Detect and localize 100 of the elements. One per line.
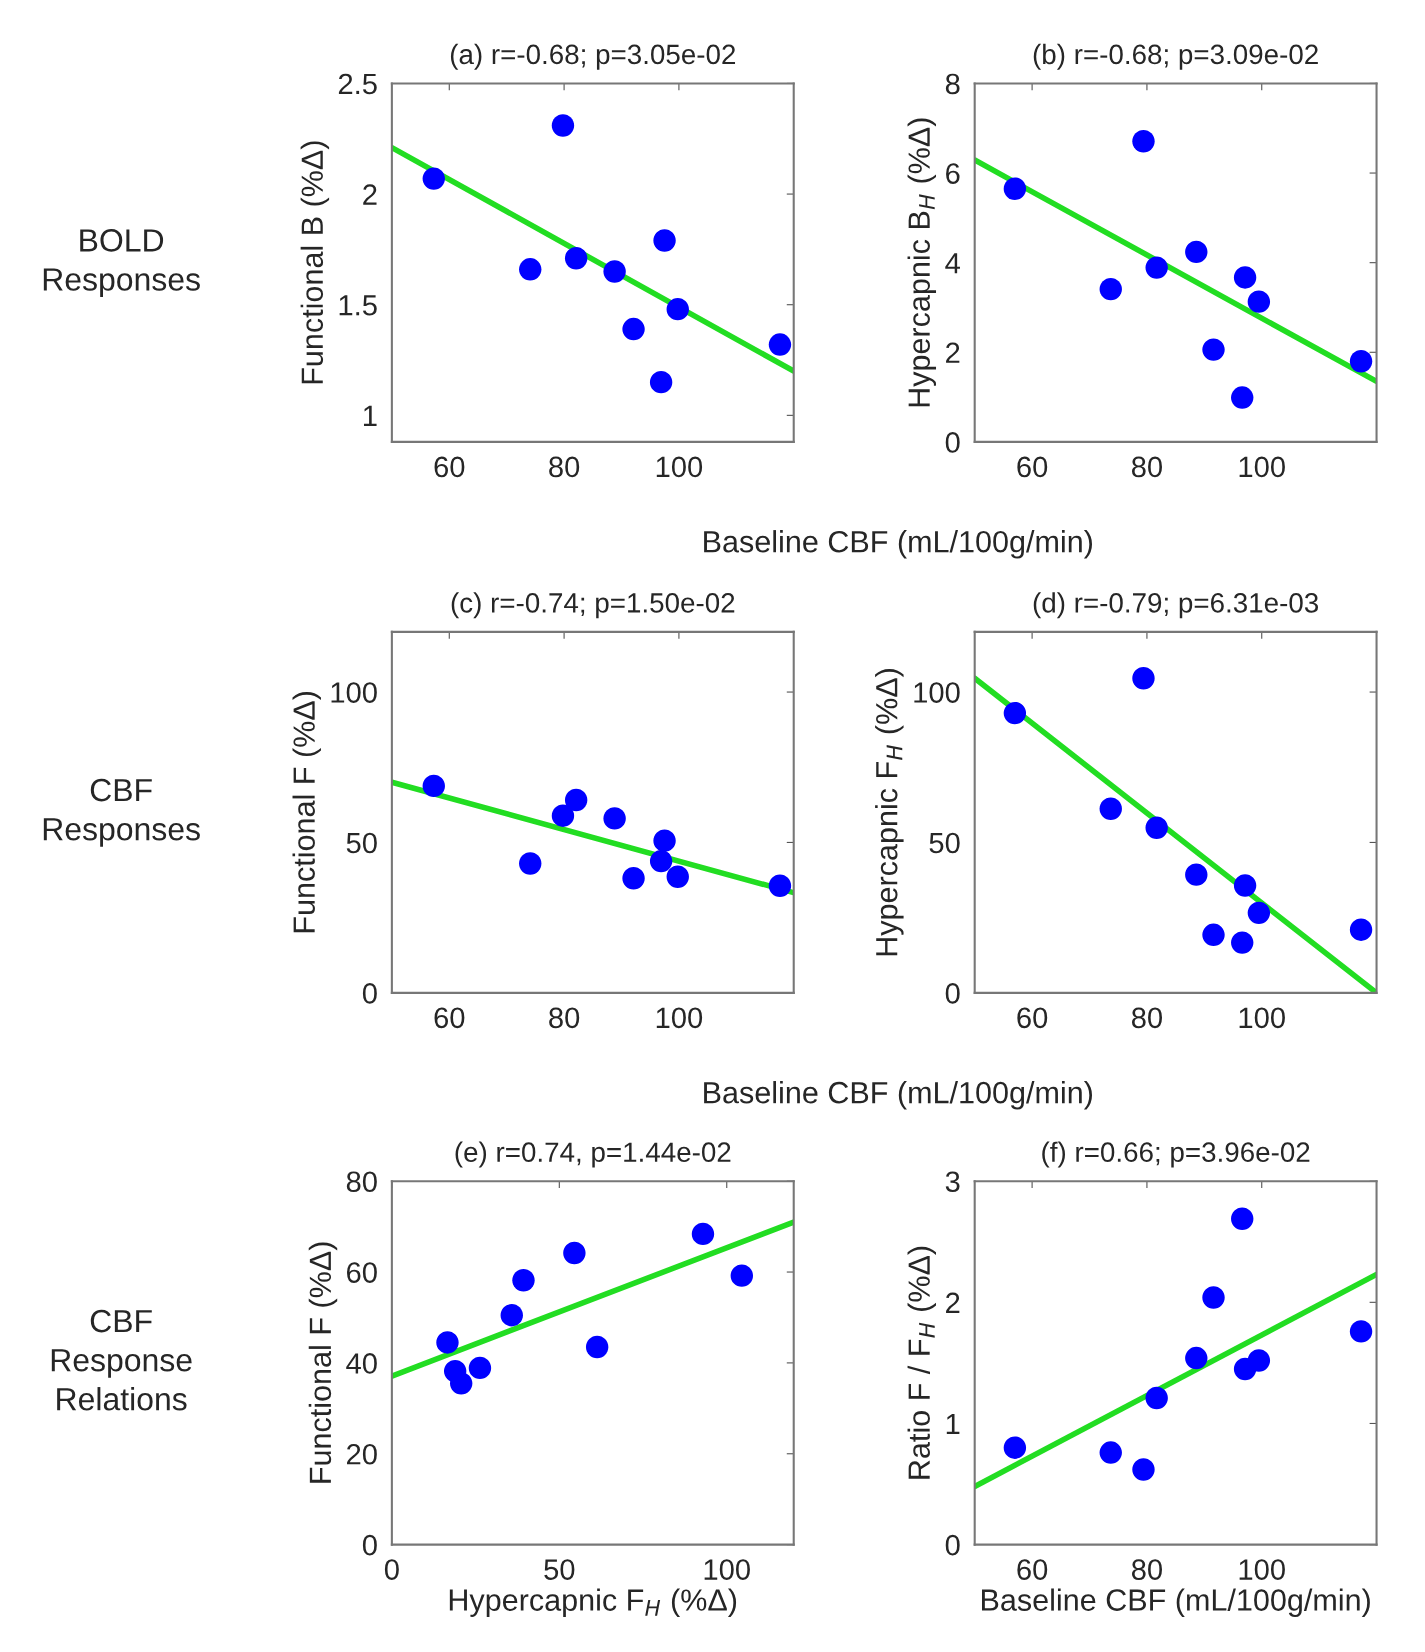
x-tick-label: 60 [1017,456,1048,478]
y-tick-label: 100 [331,682,377,703]
y-tick-label: 2 [946,342,960,363]
point [436,1331,459,1354]
chart-title: (b) r=-0.68; p=3.09e-02 [1033,43,1318,70]
y-tick-label: 1 [946,1413,960,1435]
y-tick-label: 2.5 [338,73,377,95]
text: CBF Responses [43,778,200,847]
x-tick-label: 60 [434,1007,465,1029]
point [1145,256,1168,279]
x-tick-label: 60 [434,456,465,478]
point [564,788,588,812]
y-axis-title: Hypercapnic B$_{H}$ (%Δ) [907,118,937,407]
point [1247,290,1271,313]
x-tick-label: 50 [544,1559,575,1580]
point [1145,1386,1168,1410]
y-tick-label: 0 [362,1534,377,1556]
chart-title: (d) r=-0.79; p=6.31e-03 [1033,592,1319,619]
point [1247,901,1271,925]
y-tick-label: 0 [945,432,960,453]
point [1003,177,1027,200]
point [563,1241,586,1265]
y-tick-label: 2 [946,1292,960,1313]
y-tick-label: 80 [346,1171,377,1193]
point [1185,1346,1208,1370]
point [519,852,542,875]
chart-title: (e) r=0.74, p=1.44e-02 [455,1141,731,1168]
x-axis-title: Baseline CBF (mL/100g/min) [704,1081,1093,1110]
point [1231,1207,1254,1230]
y-tick-label: 60 [347,1262,377,1283]
point [1003,1436,1027,1459]
point [1231,386,1254,409]
point [1003,701,1027,725]
point [666,865,689,888]
x-tick-label: 100 [704,1559,750,1580]
x-axis-title: Hypercapnic F$_{H}$ (%Δ) [449,1588,737,1617]
point [1185,240,1208,264]
point [603,260,626,283]
point [1202,338,1225,361]
y-axis-title: Ratio F / F$_{H}$ (%Δ) [907,1246,937,1479]
text: BOLD Responses [43,229,200,298]
point [1202,1286,1225,1309]
y-tick-label: 0 [945,983,960,1004]
y-axis-title: Hypercapnic F$_{H}$ (%Δ) [875,669,904,956]
chart-title: (a) r=-0.68; p=3.05e-02 [450,43,736,70]
x-tick-label: 80 [1131,456,1162,478]
point [1132,667,1155,690]
point [691,1222,715,1246]
y-tick-label: 40 [346,1353,377,1374]
y-tick-label: 0 [945,1534,960,1556]
point [1099,1441,1122,1464]
point [1132,130,1155,153]
point [653,829,676,852]
x-tick-label: 100 [1239,1559,1285,1580]
point [1247,1349,1271,1372]
x-tick-label: 80 [1131,1007,1162,1029]
point [450,1372,473,1395]
y-tick-label: 50 [929,832,960,854]
x-tick-label: 100 [1239,1007,1285,1029]
y-tick-label: 4 [945,253,960,274]
x-tick-label: 100 [656,1007,703,1029]
point [622,867,645,890]
point [653,229,676,252]
x-tick-label: 60 [1017,1007,1048,1029]
y-tick-label: 20 [347,1443,377,1465]
y-tick-label: 50 [346,832,377,854]
chart-title: (c) r=-0.74; p=1.50e-02 [451,592,735,619]
point [551,114,575,137]
x-tick-label: 80 [549,1007,580,1029]
x-axis-title: Baseline CBF (mL/100g/min) [704,530,1093,559]
point [768,333,792,356]
point [1099,797,1122,820]
y-tick-label: 6 [946,163,960,184]
point [1231,931,1254,954]
y-tick-label: 0 [362,983,377,1004]
x-tick-label: 100 [656,456,703,478]
y-tick-label: 100 [914,682,960,703]
point [551,804,575,827]
point [1145,816,1168,839]
point [1099,277,1122,301]
x-tick-label: 100 [1239,456,1285,478]
y-axis-title: Functional F (%Δ) [308,1242,338,1483]
y-tick-label: 1.5 [339,295,377,316]
point [1233,266,1257,289]
point [1185,863,1208,886]
point [730,1264,754,1287]
point [649,849,673,873]
point [585,1335,609,1359]
point [422,167,445,190]
point [1349,1320,1373,1343]
x-tick-label: 60 [1017,1559,1048,1580]
point [1132,1458,1155,1481]
chart-title: (f) r=0.66; p=3.96e-02 [1042,1141,1310,1168]
point [500,1304,523,1327]
text: CBF Response Relations [51,1309,192,1411]
point [603,807,626,830]
y-tick-label: 3 [945,1171,960,1193]
point [768,874,792,897]
y-axis-title: Functional B (%Δ) [300,141,330,384]
point [649,370,673,394]
